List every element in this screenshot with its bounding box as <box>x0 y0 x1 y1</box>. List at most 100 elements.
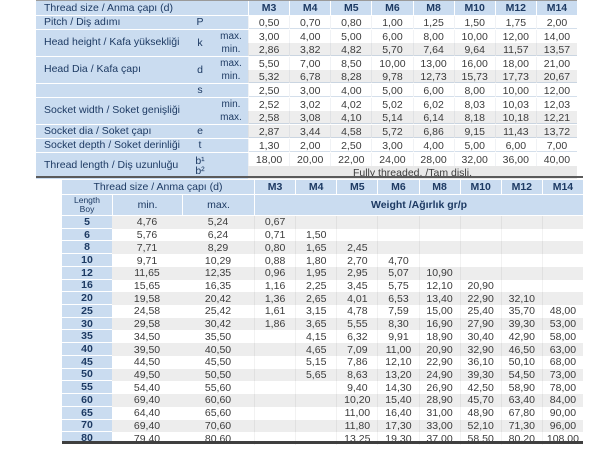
t2-row: 12 11,65 12,35 0,96 1,95 2,95 5,07 10,90 <box>62 267 583 280</box>
t2-weight-value: 5,75 <box>377 279 418 293</box>
t2-weight-value <box>500 254 542 267</box>
t2-weight-value: 24,90 <box>418 368 460 382</box>
t1-rows: 2,50 3,00 4,00 5,00 6,00 8,00 10,00 12,00 <box>214 84 577 97</box>
t1-value: 2,00 <box>535 16 577 29</box>
t2-weight-value: 2,95 <box>336 266 378 280</box>
size-header: M5 <box>336 180 378 194</box>
t2-min-value: 7,71 <box>112 241 182 255</box>
t1-value: 2,50 <box>330 139 371 152</box>
t2-length: 30 <box>62 318 112 331</box>
t2-row: 60 69,40 60,60 10,20 15,40 28,90 45,70 63,40 84,… <box>62 394 583 407</box>
t1-value: 5,50 <box>248 57 289 70</box>
t1-rows: 2,87 3,44 4,58 5,72 6,86 9,15 11,43 13,72 <box>214 125 577 138</box>
t2-weight-value: 31,00 <box>418 406 460 420</box>
t1-value: 11,43 <box>494 125 536 138</box>
t1-row: 2,87 3,44 4,58 5,72 6,86 9,15 11,43 13,72 <box>214 125 577 138</box>
t1-value: 4,00 <box>289 30 330 43</box>
t2-max-value: 12,35 <box>182 266 254 280</box>
t2-weight-value: 25,40 <box>459 305 501 318</box>
t2-weight-value: 39,30 <box>459 368 501 382</box>
t1-value: 7,00 <box>535 139 577 152</box>
t2-weight-value: 63,00 <box>541 343 583 356</box>
t1-value: 3,00 <box>289 84 330 97</box>
size-header: M4 <box>289 1 331 15</box>
t2-weight-value <box>254 394 296 407</box>
t2-weight-value <box>418 216 460 229</box>
max-column-header: max. <box>182 195 254 215</box>
t2-weight-value <box>254 368 296 382</box>
t2-weight-value: 3,45 <box>336 279 377 293</box>
t2-weight-value: 2,65 <box>295 292 337 306</box>
t2-length: 55 <box>62 381 112 395</box>
t2-max-value: 45,50 <box>204 356 232 369</box>
t2-max-value: 20,42 <box>182 292 254 306</box>
t1-symbol: b¹ b² <box>186 153 214 179</box>
t2-row: 16 15,65 16,35 1,16 2,25 3,45 5,75 12,10 20,90 <box>62 279 583 293</box>
t1-limit-label: max. <box>214 30 248 43</box>
t1-symbol: t <box>186 139 214 152</box>
t2-weight-value <box>295 216 337 229</box>
bottom-rule <box>62 441 583 444</box>
t2-row: 45 44,50 45,50 5,15 7,86 12,10 22,90 36,10 50,10… <box>62 356 583 369</box>
t2-weight-value: 0,88 <box>254 254 295 267</box>
t2-weight-value <box>295 406 336 420</box>
t2-weight-value: 15,00 <box>418 305 460 318</box>
t2-weight-value: 54,50 <box>500 368 542 382</box>
t1-value: 4,02 <box>330 98 371 111</box>
t2-length: 20 <box>62 292 112 306</box>
t2-weight-value: 5,15 <box>295 355 336 369</box>
t2-row: 10 9,71 10,29 0,88 1,80 2,70 4,70 <box>62 254 583 267</box>
t1-value: 4,10 <box>330 111 372 124</box>
t2-weight-value <box>500 266 542 280</box>
t2-weight-value: 33,00 <box>418 419 460 433</box>
t1-value: 3,00 <box>371 139 412 152</box>
t2-weight-value <box>500 228 542 242</box>
t2-length: 60 <box>62 394 112 407</box>
t1-value: 3,08 <box>289 111 331 124</box>
t1-value: 9,15 <box>453 125 495 138</box>
t2-weight-value: 13,40 <box>418 292 460 306</box>
t1-value: 2,87 <box>248 125 290 138</box>
size-header: M14 <box>535 1 577 15</box>
t1-value: 3,02 <box>289 98 330 111</box>
thread-size-header-label-2: Thread size / Anma çapı (d) <box>62 180 254 194</box>
t2-length: 16 <box>62 279 112 293</box>
t2-weight-value: 71,30 <box>500 419 542 433</box>
t1-value: 12,03 <box>535 98 577 111</box>
t1-symbol: e <box>186 125 214 138</box>
t2-row: 20 19,58 20,42 1,36 2,65 4,01 6,53 13,40 22,90 32… <box>62 292 583 306</box>
t2-min-value: 9,71 <box>136 254 158 267</box>
t2-weight-value: 22,90 <box>459 292 501 306</box>
t2-weight-value: 63,40 <box>500 394 542 407</box>
t1-row: Fully threaded. /Tam dişli. <box>214 166 577 179</box>
t2-weight-value: 7,86 <box>336 355 377 369</box>
t2-weight-value: 11,00 <box>377 343 419 356</box>
t2-weight-value <box>254 355 295 369</box>
t2-weight-value: 0,96 <box>254 266 296 280</box>
t2-weight-value <box>541 254 583 267</box>
t2-weight-value: 42,50 <box>459 381 501 395</box>
size-header: M4 <box>295 180 337 194</box>
t2-weight-value: 20,90 <box>459 279 501 293</box>
t2-max-value: 30,42 <box>182 317 254 331</box>
t2-weight-value: 6,32 <box>336 330 377 344</box>
t1-symbol: d <box>186 57 214 83</box>
t1-value: 18,00 <box>248 153 289 166</box>
t2-weight-value: 53,00 <box>541 317 583 331</box>
t2-weight-value: 16,90 <box>418 317 460 331</box>
t2-length: 12 <box>62 267 112 280</box>
table-divider-rule <box>36 176 583 178</box>
t2-weight-value: 50,10 <box>500 355 542 369</box>
t2-max-value: 16,35 <box>204 279 232 292</box>
t2-weight-value: 2,70 <box>336 254 377 267</box>
t2-weight-value: 9,40 <box>336 381 377 395</box>
t2-weight-value: 4,70 <box>377 254 418 267</box>
t1-value: 2,50 <box>248 84 289 97</box>
t2-length: 25 <box>62 305 112 318</box>
t2-row: 70 69,40 70,60 11,80 17,30 33,00 52,10 71,30 96,… <box>62 419 583 433</box>
length-label-en: Length <box>74 195 100 206</box>
t2-weight-value: 0,67 <box>254 216 296 229</box>
t2-max-value: 35,50 <box>204 330 232 343</box>
t1-value: 13,00 <box>412 57 454 70</box>
t2-weight-value: 78,00 <box>541 381 583 395</box>
